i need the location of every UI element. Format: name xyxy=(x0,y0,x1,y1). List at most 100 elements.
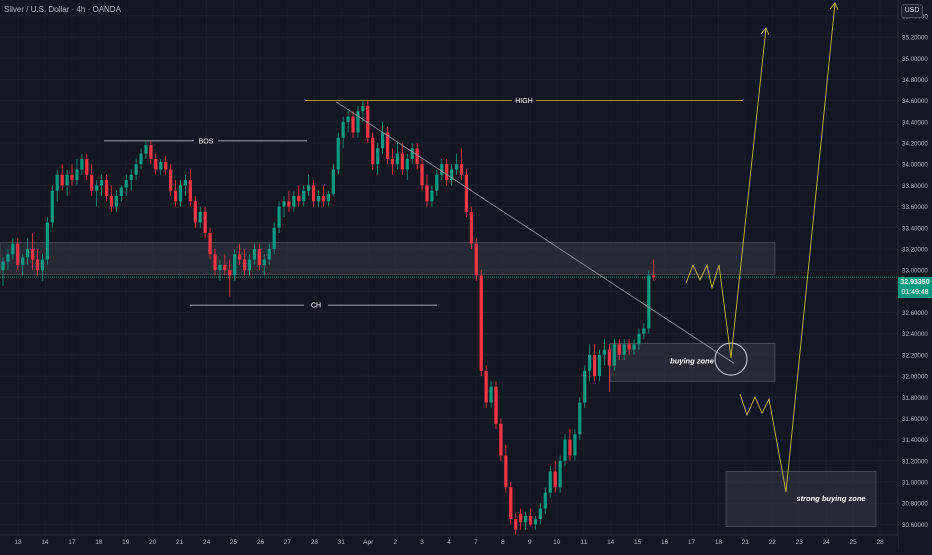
candle-body xyxy=(233,254,237,276)
candle xyxy=(90,164,94,196)
candle xyxy=(129,169,133,191)
y-axis[interactable]: 35.4000035.2000035.0000034.8000034.60000… xyxy=(897,0,932,550)
candle xyxy=(50,185,54,228)
candle-body xyxy=(622,344,626,355)
price-tick-label: 32.00000 xyxy=(902,374,928,381)
candle xyxy=(178,180,183,207)
candle xyxy=(238,243,242,265)
candle-body xyxy=(647,275,651,329)
candle xyxy=(35,248,40,276)
candle xyxy=(637,328,641,350)
candle-body xyxy=(642,328,646,334)
trend-line xyxy=(335,101,735,364)
time-tick-label: 14 xyxy=(41,539,49,546)
candle-body xyxy=(26,248,30,258)
candle-body xyxy=(420,164,424,186)
candle-body xyxy=(40,259,45,271)
candle-body xyxy=(543,492,547,509)
candle-body xyxy=(637,333,641,345)
time-tick-label: 2 xyxy=(393,539,397,546)
price-tick-label: 34.40000 xyxy=(902,119,928,126)
candle-body xyxy=(16,243,20,265)
time-tick-label: 20 xyxy=(149,539,157,546)
candle xyxy=(336,132,340,175)
candle xyxy=(479,270,483,377)
candle-body xyxy=(238,254,242,260)
price-tick-label: 34.60000 xyxy=(902,98,928,105)
candle xyxy=(292,190,296,212)
candle-body xyxy=(563,439,567,461)
candle-body xyxy=(356,111,360,133)
candle-body xyxy=(124,180,128,188)
candle-body xyxy=(523,515,528,523)
candle xyxy=(652,259,656,281)
candle xyxy=(70,164,74,186)
candle-body xyxy=(474,243,478,276)
x-axis[interactable]: 13 14 17 18 19 20 21 24 25 26 27 28 31 Apr 2 3 4 7 8 9 10 11 1… xyxy=(0,534,898,550)
candle xyxy=(548,466,552,498)
candle-body xyxy=(45,222,49,260)
candle-body xyxy=(484,370,488,403)
candle-body xyxy=(366,105,370,138)
time-tick-label: 21 xyxy=(176,539,184,546)
candle-body xyxy=(425,185,429,202)
price-tick-label: 34.80000 xyxy=(902,77,928,84)
price-tick-label: 33.80000 xyxy=(902,183,928,190)
candle-body xyxy=(410,148,414,159)
candle-body xyxy=(612,344,616,366)
candle xyxy=(464,169,469,218)
candle-body xyxy=(154,158,158,170)
candle xyxy=(252,243,257,265)
candle-body xyxy=(80,158,84,170)
price-tick-label: 33.00000 xyxy=(902,268,928,275)
currency-button[interactable]: USD xyxy=(901,4,923,18)
level-label: CH xyxy=(311,303,321,310)
time-tick-label: 4 xyxy=(447,539,451,546)
candle xyxy=(440,158,444,181)
price-tick-label: 33.40000 xyxy=(902,225,928,232)
candle-body xyxy=(173,190,178,202)
candle xyxy=(183,174,188,196)
symbol-title[interactable]: Silver / U.S. Dollar · 4h · OANDA xyxy=(4,5,121,14)
candle xyxy=(65,169,69,196)
candle xyxy=(144,140,148,159)
bar-countdown: 01:49:48 xyxy=(901,289,929,296)
projection-arrowhead-1 xyxy=(760,27,770,36)
candle xyxy=(430,185,434,207)
price-tick-label: 35.20000 xyxy=(902,35,928,42)
zone-label: buying zone xyxy=(670,356,714,365)
zone-label: strong buying zone xyxy=(796,494,865,503)
candle xyxy=(188,169,192,207)
candle xyxy=(435,169,439,196)
time-tick-label: 26 xyxy=(257,539,265,546)
candle xyxy=(371,132,375,170)
zone-rect xyxy=(609,342,776,382)
candle-body xyxy=(607,349,611,366)
time-tick-label: 14 xyxy=(607,539,615,546)
target-circle xyxy=(714,342,748,376)
candle xyxy=(75,158,79,186)
price-tick-label: 34.20000 xyxy=(902,141,928,148)
candle-body xyxy=(104,180,109,196)
candle-body xyxy=(578,402,582,435)
candle-body xyxy=(228,270,232,276)
candle xyxy=(40,254,45,281)
time-tick-label: 11 xyxy=(580,539,587,546)
candle xyxy=(538,503,542,525)
candle-body xyxy=(548,471,552,493)
time-tick-label: 10 xyxy=(553,539,561,546)
candle-body xyxy=(405,158,409,170)
price-tick-label: 33.20000 xyxy=(902,246,928,253)
projection-path-1 xyxy=(685,27,767,359)
candle-body xyxy=(376,148,380,165)
time-tick-label: 16 xyxy=(661,539,669,546)
candle xyxy=(267,243,271,265)
candle xyxy=(593,344,597,382)
candle xyxy=(307,174,311,196)
candle xyxy=(356,105,360,138)
candle-body xyxy=(159,162,163,170)
candle xyxy=(425,174,429,207)
candle xyxy=(257,243,261,271)
